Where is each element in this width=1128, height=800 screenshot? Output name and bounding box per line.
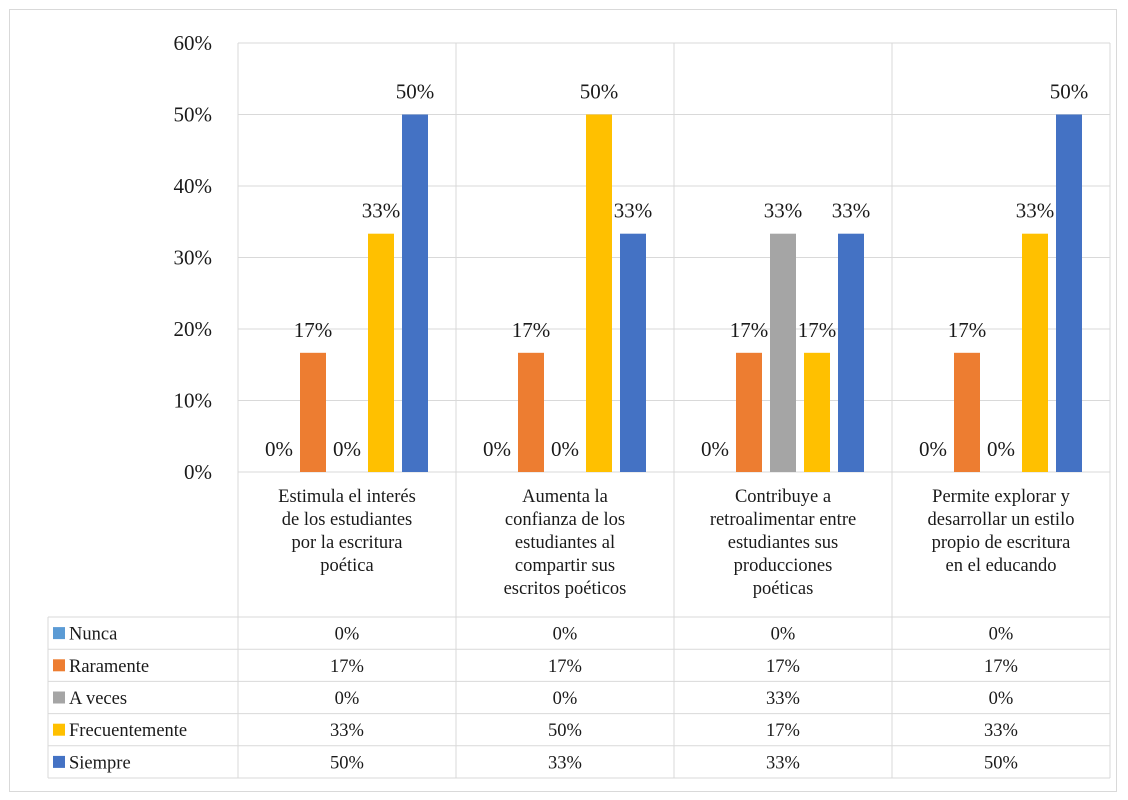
table-cell: 33%	[548, 753, 582, 773]
category-label: compartir sus	[515, 556, 615, 576]
legend-swatch	[53, 659, 65, 672]
data-label: 0%	[987, 437, 1015, 461]
category-label: propio de escritura	[932, 533, 1071, 553]
table-cell: 17%	[984, 657, 1018, 677]
series-name: Siempre	[69, 753, 131, 773]
bar	[736, 352, 762, 472]
series-name: Nunca	[69, 625, 117, 645]
table-cell: 17%	[330, 657, 364, 677]
table-cell: 17%	[548, 657, 582, 677]
table-cell: 17%	[766, 657, 800, 677]
table-cell: 0%	[553, 625, 578, 645]
category-label: estudiantes al	[515, 533, 615, 553]
data-label: 0%	[701, 437, 729, 461]
data-label: 17%	[948, 318, 987, 342]
series-name: Frecuentemente	[69, 721, 187, 741]
table-cell: 0%	[989, 625, 1014, 645]
table-cell: 33%	[330, 721, 364, 741]
bar	[838, 233, 864, 472]
table-cell: 17%	[766, 721, 800, 741]
table-cell: 33%	[766, 753, 800, 773]
y-tick-label: 60%	[174, 31, 213, 55]
data-label: 33%	[764, 199, 803, 223]
chart-frame	[9, 9, 1117, 792]
category-label: Estimula el interés	[278, 487, 416, 507]
data-label: 17%	[798, 318, 837, 342]
table-cell: 50%	[984, 753, 1018, 773]
category-label: Contribuye a	[735, 487, 831, 507]
bar	[954, 352, 980, 472]
legend-swatch	[53, 627, 65, 640]
data-label: 0%	[551, 437, 579, 461]
data-label: 17%	[294, 318, 333, 342]
category-label: estudiantes sus	[728, 533, 838, 553]
y-tick-label: 20%	[174, 317, 213, 341]
bar	[1056, 114, 1082, 472]
category-label: desarrollar un estilo	[928, 510, 1075, 530]
data-label: 0%	[265, 437, 293, 461]
category-label: Aumenta la	[522, 487, 608, 507]
category-label: Permite explorar y	[932, 487, 1070, 507]
category-label: en el educando	[946, 556, 1057, 576]
data-label: 33%	[362, 199, 401, 223]
table-cell: 50%	[330, 753, 364, 773]
bar	[402, 114, 428, 472]
data-label: 0%	[483, 437, 511, 461]
bar	[368, 233, 394, 472]
y-tick-label: 0%	[184, 460, 212, 484]
table-cell: 33%	[766, 689, 800, 709]
y-tick-label: 10%	[174, 389, 213, 413]
table-cell: 33%	[984, 721, 1018, 741]
category-label: poéticas	[753, 579, 814, 599]
data-label: 17%	[512, 318, 551, 342]
category-label: escritos poéticos	[504, 579, 627, 599]
bar	[620, 233, 646, 472]
legend-swatch	[53, 723, 65, 736]
category-label: poética	[320, 556, 373, 576]
data-label: 0%	[333, 437, 361, 461]
table-cell: 0%	[771, 625, 796, 645]
table-cell: 0%	[553, 689, 578, 709]
data-label: 33%	[1016, 199, 1055, 223]
data-label: 50%	[396, 80, 435, 104]
y-tick-label: 50%	[174, 103, 213, 127]
category-label: retroalimentar entre	[710, 510, 856, 530]
bar	[804, 352, 830, 472]
bar	[518, 352, 544, 472]
table-cell: 0%	[335, 689, 360, 709]
table-cell: 0%	[989, 689, 1014, 709]
category-label: de los estudiantes	[282, 510, 413, 530]
data-label: 33%	[614, 199, 653, 223]
category-label: por la escritura	[292, 533, 403, 553]
series-name: A veces	[69, 689, 127, 709]
data-label: 33%	[832, 199, 871, 223]
table-cell: 0%	[335, 625, 360, 645]
legend-swatch	[53, 755, 65, 768]
bar	[300, 352, 326, 472]
category-label: confianza de los	[505, 510, 625, 530]
series-name: Raramente	[69, 657, 149, 677]
bar	[586, 114, 612, 472]
bar	[770, 233, 796, 472]
data-label: 50%	[580, 80, 619, 104]
data-label: 17%	[730, 318, 769, 342]
bar	[1022, 233, 1048, 472]
table-cell: 50%	[548, 721, 582, 741]
data-label: 0%	[919, 437, 947, 461]
y-tick-label: 30%	[174, 246, 213, 270]
y-tick-label: 40%	[174, 174, 213, 198]
legend-swatch	[53, 691, 65, 704]
data-label: 50%	[1050, 80, 1089, 104]
category-label: producciones	[734, 556, 833, 576]
